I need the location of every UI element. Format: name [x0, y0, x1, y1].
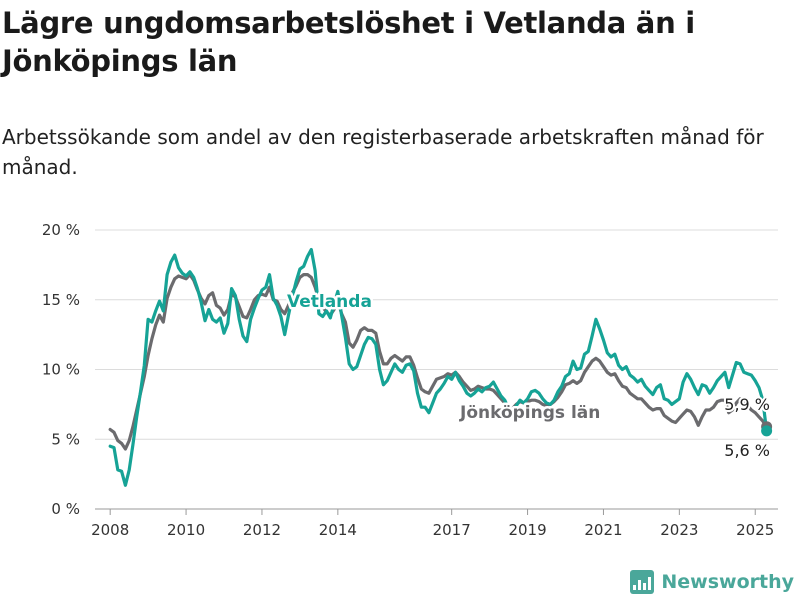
end-point [761, 425, 773, 437]
series-label-jonkoping: Jönköpings län [459, 403, 600, 423]
axis-labels: 0 % 5 % 10 % 15 % 20 % 2008 2010 2012 2014 2017 20… [42, 221, 774, 539]
chart-title: Lägre ungdomsarbetslöshet i Vetlanda än … [2, 6, 695, 78]
series-label-vetlanda: Vetlanda [287, 292, 372, 312]
series-labels: Vetlanda Jönköpings län 5,9 % 5,6 % [285, 290, 773, 463]
y-tick-label: 20 % [42, 221, 80, 239]
x-tick-label: 2017 [433, 521, 471, 539]
x-tick-label: 2025 [736, 521, 774, 539]
x-tick-label: 2023 [660, 521, 698, 539]
y-tick-label: 15 % [42, 291, 80, 309]
x-tick-label: 2008 [91, 521, 129, 539]
x-tick-label: 2019 [508, 521, 546, 539]
x-tick-label: 2012 [243, 521, 281, 539]
y-tick-label: 5 % [51, 430, 80, 448]
series-lines [108, 247, 773, 487]
line-chart: 0 % 5 % 10 % 15 % 20 % 2008 2010 2012 2014 2017 20… [42, 221, 778, 539]
series-line [108, 273, 769, 451]
chart-subtitle: Arbetssökande som andel av den registerb… [2, 125, 764, 179]
y-tick-label: 0 % [51, 500, 80, 518]
end-value-jonkoping: 5,9 % [724, 395, 770, 414]
x-tick-label: 2014 [319, 521, 357, 539]
bar-chart-icon [630, 570, 655, 594]
y-tick-label: 10 % [42, 361, 80, 379]
grid-lines [95, 229, 778, 510]
x-tick-label: 2010 [167, 521, 205, 539]
series-line [108, 247, 769, 487]
newsworthy-logo: Newsworthy [630, 570, 794, 594]
end-value-vetlanda: 5,6 % [724, 441, 770, 460]
x-tick-label: 2021 [584, 521, 622, 539]
logo-text: Newsworthy [661, 571, 794, 593]
